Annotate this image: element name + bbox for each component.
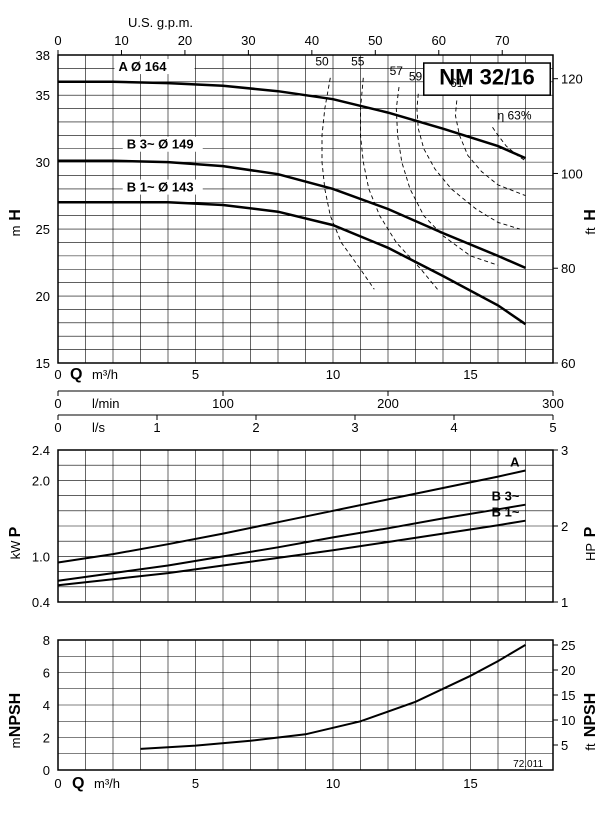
svg-text:B 3~ Ø 149: B 3~ Ø 149 <box>127 137 194 152</box>
svg-text:Q: Q <box>72 775 84 792</box>
svg-text:60: 60 <box>561 356 575 371</box>
svg-text:10: 10 <box>326 776 340 791</box>
svg-text:35: 35 <box>36 88 50 103</box>
svg-text:A Ø 164: A Ø 164 <box>119 59 168 74</box>
svg-text:15: 15 <box>463 367 477 382</box>
svg-text:B 3~: B 3~ <box>492 489 520 504</box>
svg-text:0.4: 0.4 <box>32 595 50 610</box>
svg-text:72.011: 72.011 <box>513 759 543 770</box>
svg-text:20: 20 <box>36 289 50 304</box>
svg-text:2: 2 <box>561 519 568 534</box>
svg-text:2: 2 <box>43 731 50 746</box>
svg-text:55: 55 <box>351 55 365 69</box>
svg-text:20: 20 <box>561 663 575 678</box>
svg-text:l/s: l/s <box>92 420 106 435</box>
svg-text:m: m <box>8 226 23 237</box>
svg-text:15: 15 <box>36 356 50 371</box>
svg-text:U.S. g.p.m.: U.S. g.p.m. <box>128 15 193 30</box>
svg-text:B 1~ Ø 143: B 1~ Ø 143 <box>127 180 194 195</box>
svg-text:70: 70 <box>495 33 509 48</box>
svg-text:NPSH: NPSH <box>582 693 599 737</box>
svg-text:120: 120 <box>561 72 583 87</box>
svg-text:40: 40 <box>305 33 319 48</box>
svg-text:5: 5 <box>561 738 568 753</box>
svg-text:57: 57 <box>390 64 404 78</box>
svg-text:0: 0 <box>43 763 50 778</box>
svg-text:H: H <box>582 209 599 221</box>
svg-text:3: 3 <box>351 420 358 435</box>
chart-canvas: 010203040506070U.S. g.p.m.152025303538Hm… <box>0 0 614 829</box>
svg-text:300: 300 <box>542 396 564 411</box>
svg-text:2: 2 <box>252 420 259 435</box>
svg-text:2.4: 2.4 <box>32 443 50 458</box>
svg-text:m: m <box>8 738 23 749</box>
svg-text:1: 1 <box>153 420 160 435</box>
svg-text:P: P <box>7 526 24 537</box>
pump-curve-chart: 010203040506070U.S. g.p.m.152025303538Hm… <box>0 0 614 829</box>
svg-text:0: 0 <box>54 420 61 435</box>
svg-text:50: 50 <box>315 55 329 69</box>
svg-text:10: 10 <box>561 713 575 728</box>
svg-text:30: 30 <box>36 155 50 170</box>
svg-text:38: 38 <box>36 48 50 63</box>
svg-text:59: 59 <box>409 69 423 83</box>
svg-text:25: 25 <box>36 222 50 237</box>
svg-text:5: 5 <box>549 420 556 435</box>
svg-text:15: 15 <box>463 776 477 791</box>
svg-text:15: 15 <box>561 688 575 703</box>
svg-text:30: 30 <box>241 33 255 48</box>
svg-text:4: 4 <box>450 420 457 435</box>
svg-text:10: 10 <box>326 367 340 382</box>
svg-text:3: 3 <box>561 443 568 458</box>
svg-text:1: 1 <box>561 595 568 610</box>
svg-text:20: 20 <box>178 33 192 48</box>
svg-text:1.0: 1.0 <box>32 549 50 564</box>
svg-text:A: A <box>510 455 520 470</box>
svg-text:Q: Q <box>70 366 82 383</box>
svg-text:4: 4 <box>43 698 50 713</box>
svg-text:NPSH: NPSH <box>7 693 24 737</box>
svg-text:ft: ft <box>583 227 598 235</box>
svg-text:50: 50 <box>368 33 382 48</box>
svg-text:80: 80 <box>561 261 575 276</box>
svg-text:200: 200 <box>377 396 399 411</box>
svg-text:0: 0 <box>54 367 61 382</box>
svg-text:0: 0 <box>54 776 61 791</box>
svg-text:61: 61 <box>450 76 464 90</box>
svg-text:H: H <box>7 209 24 221</box>
svg-text:8: 8 <box>43 633 50 648</box>
svg-text:100: 100 <box>561 166 583 181</box>
svg-text:ft: ft <box>583 743 598 751</box>
svg-text:0: 0 <box>54 33 61 48</box>
svg-text:6: 6 <box>43 666 50 681</box>
svg-text:B 1~: B 1~ <box>492 505 520 520</box>
svg-text:m³/h: m³/h <box>92 367 118 382</box>
svg-text:5: 5 <box>192 367 199 382</box>
svg-text:25: 25 <box>561 638 575 653</box>
svg-text:60: 60 <box>432 33 446 48</box>
svg-text:5: 5 <box>192 776 199 791</box>
svg-text:2.0: 2.0 <box>32 473 50 488</box>
svg-text:kW: kW <box>8 540 23 560</box>
svg-text:0: 0 <box>54 396 61 411</box>
svg-text:10: 10 <box>114 33 128 48</box>
svg-text:100: 100 <box>212 396 234 411</box>
svg-text:l/min: l/min <box>92 396 119 411</box>
svg-text:m³/h: m³/h <box>94 776 120 791</box>
svg-text:P: P <box>582 526 599 537</box>
svg-text:η 63%: η 63% <box>497 108 531 122</box>
svg-text:HP: HP <box>583 543 598 561</box>
